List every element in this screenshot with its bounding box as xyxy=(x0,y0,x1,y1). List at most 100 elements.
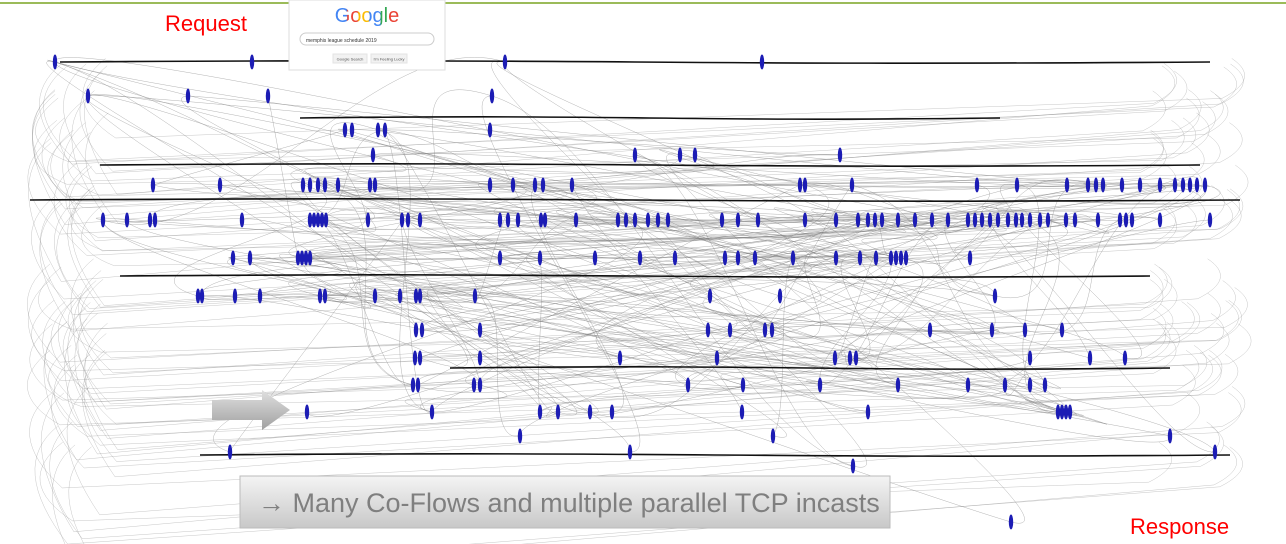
node xyxy=(927,322,933,338)
node xyxy=(802,212,808,228)
edge xyxy=(634,217,766,333)
trunk xyxy=(29,198,1241,202)
node xyxy=(817,377,823,393)
node xyxy=(752,250,758,266)
button-label[interactable]: I'm Feeling Lucky xyxy=(374,57,405,62)
edge xyxy=(431,184,1191,413)
node xyxy=(879,212,885,228)
edge xyxy=(54,198,1233,312)
edge xyxy=(1000,183,1142,360)
node xyxy=(303,250,309,266)
node xyxy=(497,212,503,228)
edge xyxy=(32,94,1229,210)
edge xyxy=(306,180,1068,417)
node xyxy=(873,250,879,266)
node xyxy=(417,288,423,304)
arrow xyxy=(212,390,290,430)
google-logo: Google xyxy=(335,5,400,27)
edge xyxy=(317,122,379,228)
node xyxy=(537,404,543,420)
edge xyxy=(59,101,1216,182)
node xyxy=(1167,428,1173,444)
search-button[interactable] xyxy=(332,53,368,64)
node xyxy=(1129,212,1135,228)
node xyxy=(850,458,856,474)
node xyxy=(777,288,783,304)
search-box[interactable] xyxy=(299,32,435,46)
edge xyxy=(309,257,869,413)
node xyxy=(1027,377,1033,393)
nodes xyxy=(52,54,1218,530)
node xyxy=(627,444,633,460)
node xyxy=(1027,212,1033,228)
node xyxy=(1067,404,1073,420)
node xyxy=(382,122,388,138)
caption-box xyxy=(239,475,891,529)
node xyxy=(945,212,951,228)
node xyxy=(417,212,423,228)
node xyxy=(903,250,909,266)
node xyxy=(471,377,477,393)
edge xyxy=(219,184,726,259)
node xyxy=(85,88,91,104)
node xyxy=(692,147,698,163)
node xyxy=(865,404,871,420)
edge xyxy=(419,219,859,359)
edge xyxy=(41,117,1197,205)
edge xyxy=(356,257,812,297)
node xyxy=(1137,177,1143,193)
edge xyxy=(96,217,647,261)
edge xyxy=(39,63,1177,165)
edge xyxy=(83,351,1213,462)
node xyxy=(632,212,638,228)
node xyxy=(487,122,493,138)
node xyxy=(895,212,901,228)
edge xyxy=(149,154,681,221)
edge xyxy=(288,257,342,297)
node xyxy=(367,177,373,193)
node xyxy=(1027,350,1033,366)
node xyxy=(185,88,191,104)
edge xyxy=(320,180,1165,190)
node xyxy=(397,288,403,304)
edge xyxy=(679,154,806,186)
node xyxy=(417,350,423,366)
node xyxy=(1063,212,1069,228)
node xyxy=(989,322,995,338)
node xyxy=(979,212,985,228)
edge xyxy=(304,154,407,186)
edge xyxy=(1021,219,1063,413)
edge xyxy=(412,322,1063,393)
edge xyxy=(1024,216,1161,334)
edge xyxy=(404,384,508,413)
node xyxy=(727,322,733,338)
trunk xyxy=(119,274,1151,278)
edge xyxy=(290,182,578,415)
node xyxy=(257,288,263,304)
edge xyxy=(819,257,892,386)
lucky-button[interactable] xyxy=(370,53,408,64)
node xyxy=(1045,212,1051,228)
node xyxy=(790,250,796,266)
edge xyxy=(28,279,1164,381)
node xyxy=(992,288,998,304)
google-screenshot: Google memphis league schedule 2019 Goog… xyxy=(288,0,446,71)
node xyxy=(1123,212,1129,228)
node xyxy=(655,212,661,228)
edge xyxy=(35,97,1200,162)
edge xyxy=(764,249,861,339)
node xyxy=(299,250,305,266)
node xyxy=(489,88,495,104)
button-label[interactable]: Google Search xyxy=(337,57,364,62)
node xyxy=(740,377,746,393)
edge xyxy=(407,219,1216,453)
node xyxy=(249,54,255,70)
edge xyxy=(556,209,825,231)
edge xyxy=(29,323,1252,401)
node xyxy=(735,212,741,228)
edge xyxy=(881,219,996,297)
edge xyxy=(42,301,1195,404)
edge xyxy=(228,219,743,259)
node xyxy=(1014,177,1020,193)
